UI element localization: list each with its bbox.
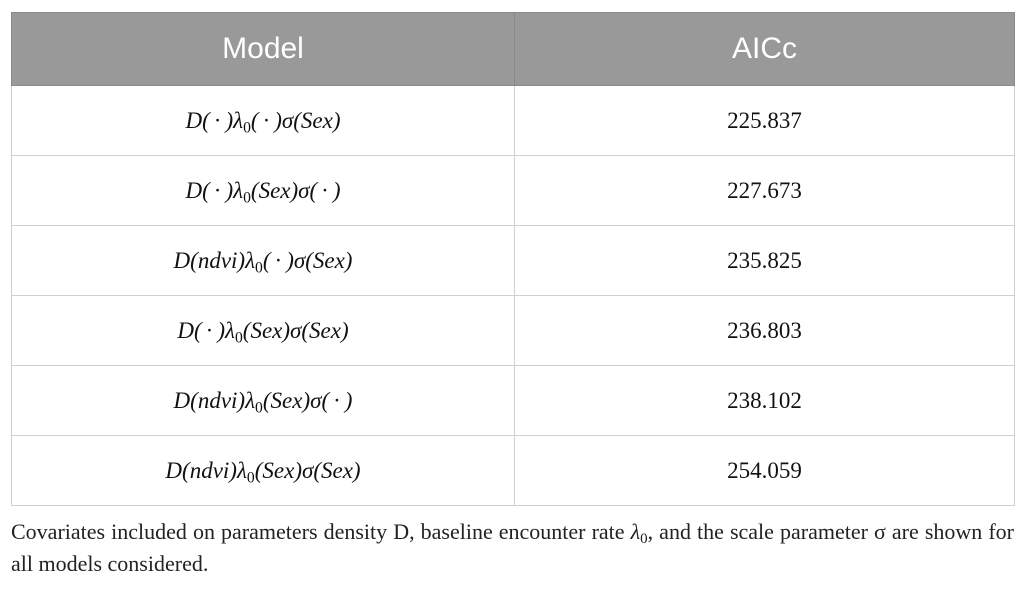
- sigma-covariate: Sex: [321, 457, 353, 483]
- model-table: Model AICc D(·)λ0(·)σ(Sex) 225.837 D(·)λ0(…: [11, 12, 1015, 506]
- aicc-cell: 254.059: [514, 435, 1015, 506]
- table-row: D(ndvi)λ0(Sex)σ(Sex) 254.059: [11, 435, 1015, 506]
- lambda-subscript: 0: [243, 188, 251, 206]
- lambda-symbol: λ: [630, 519, 641, 544]
- lambda-subscript: 0: [640, 531, 648, 548]
- lambda-covariate: Sex: [258, 177, 291, 203]
- table-row: D(·)λ0(·)σ(Sex) 225.837: [11, 85, 1015, 156]
- density-covariate: ndvi: [189, 457, 230, 483]
- lambda-subscript: 0: [255, 258, 263, 276]
- lambda-covariate: Sex: [262, 457, 295, 483]
- table-header-row: Model AICc: [11, 12, 1015, 86]
- table-row: D(·)λ0(Sex)σ(·) 227.673: [11, 155, 1015, 226]
- aicc-cell: 238.102: [514, 365, 1015, 436]
- lambda-subscript: 0: [246, 468, 255, 486]
- model-cell: D(ndvi)λ0(·)σ(Sex): [11, 225, 515, 296]
- density-covariate: ndvi: [197, 387, 238, 413]
- sigma-covariate: Sex: [300, 107, 333, 133]
- sigma-covariate: Sex: [312, 247, 345, 273]
- lambda-subscript: 0: [234, 328, 243, 346]
- density-covariate: ·: [213, 177, 222, 203]
- model-cell: D(·)λ0(Sex)σ(Sex): [11, 295, 515, 366]
- aicc-cell: 225.837: [514, 85, 1015, 156]
- sigma-covariate: Sex: [309, 317, 341, 343]
- table-body: D(·)λ0(·)σ(Sex) 225.837 D(·)λ0(Sex)σ(·) 227…: [11, 85, 1015, 506]
- density-covariate: ·: [213, 107, 222, 133]
- caption-text-3: are shown for all models considered.: [11, 519, 1014, 576]
- model-cell: D(ndvi)λ0(Sex)σ(Sex): [11, 435, 515, 506]
- lambda-subscript: 0: [243, 118, 251, 136]
- aicc-cell: 227.673: [514, 155, 1015, 226]
- model-cell: D(·)λ0(·)σ(Sex): [11, 85, 515, 156]
- lambda-covariate: ·: [262, 107, 271, 133]
- table-row: D(ndvi)λ0(·)σ(Sex) 235.825: [11, 225, 1015, 296]
- caption-text-1: Covariates included on parameters densit…: [11, 519, 631, 544]
- aicc-cell: 236.803: [514, 295, 1015, 366]
- lambda-covariate: Sex: [270, 387, 303, 413]
- header-aicc: AICc: [514, 12, 1015, 86]
- lambda-covariate: Sex: [250, 317, 283, 343]
- lambda-covariate: ·: [274, 247, 283, 273]
- density-covariate: ndvi: [197, 247, 238, 273]
- header-model: Model: [11, 12, 515, 86]
- aicc-cell: 235.825: [514, 225, 1015, 296]
- sigma-covariate: ·: [333, 387, 341, 413]
- model-cell: D(·)λ0(Sex)σ(·): [11, 155, 515, 226]
- lambda-subscript: 0: [255, 398, 263, 416]
- model-table-container: Model AICc D(·)λ0(·)σ(Sex) 225.837 D(·)λ0(…: [11, 12, 1015, 506]
- sigma-symbol: σ: [873, 519, 886, 544]
- caption-text-2: , and the scale parameter: [647, 519, 874, 544]
- table-row: D(ndvi)λ0(Sex)σ(·) 238.102: [11, 365, 1015, 436]
- model-cell: D(ndvi)λ0(Sex)σ(·): [11, 365, 515, 436]
- table-row: D(·)λ0(Sex)σ(Sex) 236.803: [11, 295, 1015, 366]
- density-covariate: ·: [205, 317, 214, 343]
- sigma-covariate: ·: [321, 177, 329, 203]
- table-caption: Covariates included on parameters densit…: [11, 516, 1014, 580]
